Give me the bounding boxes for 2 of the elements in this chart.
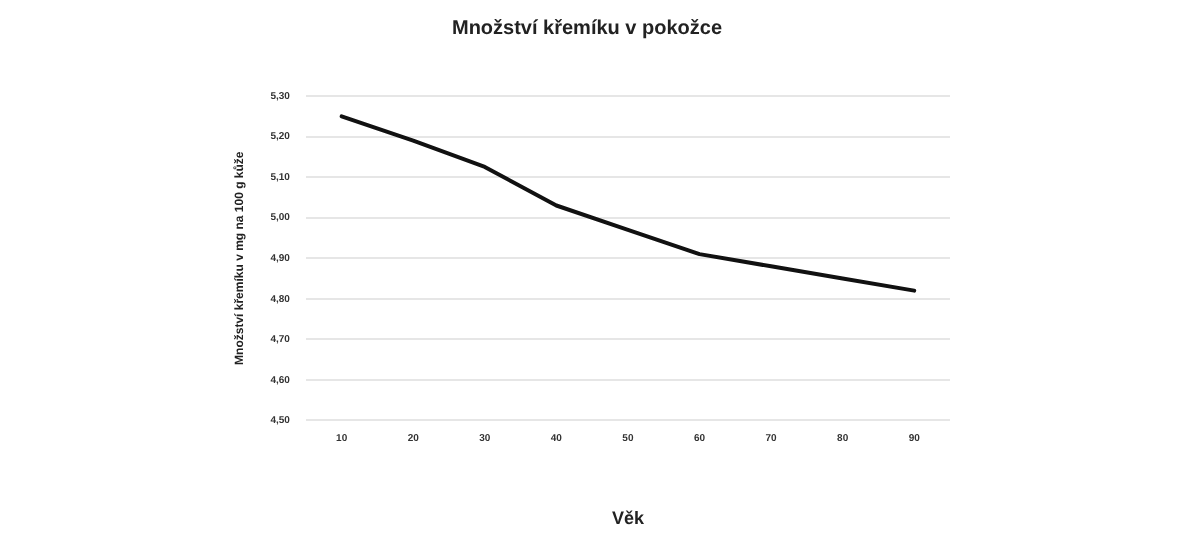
chart-title: Množství křemíku v pokožce bbox=[451, 17, 723, 40]
x-axis-title: Věk bbox=[611, 508, 646, 529]
